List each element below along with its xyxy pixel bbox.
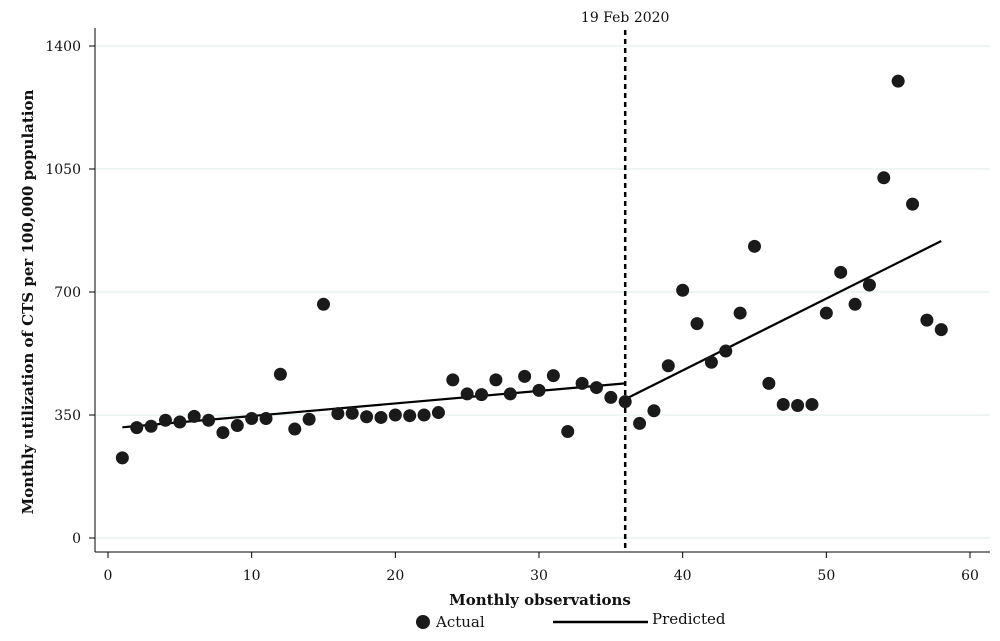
- actual-point-33: [575, 376, 589, 390]
- actual-point-27: [489, 373, 503, 387]
- x-tick-label-2: 20: [386, 568, 404, 584]
- actual-point-24: [446, 373, 460, 387]
- legend: Actual Predicted: [416, 610, 726, 631]
- actual-point-44: [733, 306, 747, 320]
- actual-point-52: [848, 297, 862, 311]
- actual-point-13: [288, 422, 302, 436]
- actual-point-14: [302, 412, 316, 426]
- actual-point-41: [690, 317, 704, 331]
- x-axis-title: Monthly observations: [449, 591, 631, 609]
- y-tick-label-0: 0: [72, 531, 81, 547]
- actual-point-16: [331, 407, 345, 421]
- actual-point-22: [417, 408, 431, 422]
- actual-point-34: [589, 381, 603, 395]
- actual-point-57: [920, 313, 934, 327]
- actual-point-56: [906, 197, 920, 211]
- annotation-group: 19 Feb 2020: [581, 10, 670, 552]
- actual-series: [115, 74, 948, 465]
- y-tick-label-4: 1400: [45, 39, 81, 55]
- actual-point-46: [762, 376, 776, 390]
- actual-point-49: [805, 397, 819, 411]
- y-axis-title: Monthly utilization of CTS per 100,000 p…: [19, 90, 37, 515]
- actual-point-21: [403, 409, 417, 423]
- actual-point-5: [173, 415, 187, 429]
- actual-point-20: [388, 408, 402, 422]
- actual-point-12: [273, 367, 287, 381]
- actual-point-36: [618, 395, 632, 409]
- annotation-label: 19 Feb 2020: [581, 10, 670, 26]
- axes: [94, 28, 990, 553]
- actual-point-55: [891, 74, 905, 88]
- actual-point-48: [791, 399, 805, 413]
- actual-point-54: [877, 171, 891, 185]
- x-tick-label-4: 40: [674, 568, 692, 584]
- x-tick-label-0: 0: [104, 568, 113, 584]
- actual-point-38: [647, 404, 661, 418]
- gridlines: [96, 45, 990, 539]
- actual-point-10: [245, 412, 259, 426]
- legend-predicted-label: Predicted: [652, 610, 726, 628]
- actual-point-32: [561, 425, 575, 439]
- x-ticks: 0 10 20 30 40 50 60: [104, 552, 979, 584]
- actual-point-29: [518, 369, 532, 383]
- actual-point-31: [546, 369, 560, 383]
- actual-point-9: [230, 419, 244, 433]
- actual-point-37: [633, 416, 647, 430]
- legend-actual-label: Actual: [435, 613, 485, 631]
- actual-point-11: [259, 412, 273, 426]
- actual-point-53: [862, 278, 876, 292]
- actual-point-43: [719, 344, 733, 358]
- actual-point-3: [144, 419, 158, 433]
- actual-point-30: [532, 383, 546, 397]
- actual-point-23: [431, 406, 445, 420]
- actual-point-35: [604, 390, 618, 404]
- actual-point-40: [676, 283, 690, 297]
- actual-point-28: [503, 387, 517, 401]
- actual-point-51: [834, 265, 848, 279]
- actual-point-42: [704, 355, 718, 369]
- y-ticks: 0 350 700 1050 1400: [45, 39, 95, 547]
- y-tick-label-2: 700: [54, 285, 81, 301]
- actual-point-8: [216, 426, 230, 440]
- actual-point-17: [345, 406, 359, 420]
- predicted-series: [122, 240, 942, 429]
- actual-point-26: [475, 388, 489, 402]
- actual-point-18: [360, 410, 374, 424]
- y-tick-label-1: 350: [54, 408, 81, 424]
- actual-point-45: [748, 239, 761, 253]
- y-tick-label-3: 1050: [45, 162, 81, 178]
- actual-point-2: [130, 421, 144, 435]
- actual-point-47: [776, 397, 790, 411]
- x-tick-label-5: 50: [817, 568, 835, 584]
- actual-point-7: [202, 413, 216, 427]
- legend-actual-marker: [416, 615, 430, 629]
- actual-point-58: [934, 323, 948, 337]
- x-tick-label-3: 30: [530, 568, 548, 584]
- predicted-segment-2: [624, 240, 942, 401]
- x-tick-label-1: 10: [243, 568, 261, 584]
- actual-point-50: [819, 306, 833, 320]
- x-tick-label-6: 60: [961, 568, 979, 584]
- actual-point-19: [374, 410, 388, 424]
- actual-point-6: [187, 409, 201, 423]
- actual-point-4: [158, 413, 172, 427]
- actual-point-1: [115, 451, 129, 465]
- actual-point-39: [661, 359, 675, 373]
- actual-point-25: [460, 387, 474, 401]
- actual-point-15: [317, 297, 330, 311]
